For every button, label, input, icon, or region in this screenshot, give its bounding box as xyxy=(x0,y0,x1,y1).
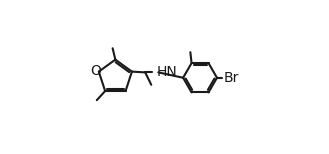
Text: O: O xyxy=(90,64,101,78)
Text: HN: HN xyxy=(156,65,177,79)
Text: Br: Br xyxy=(223,71,239,85)
